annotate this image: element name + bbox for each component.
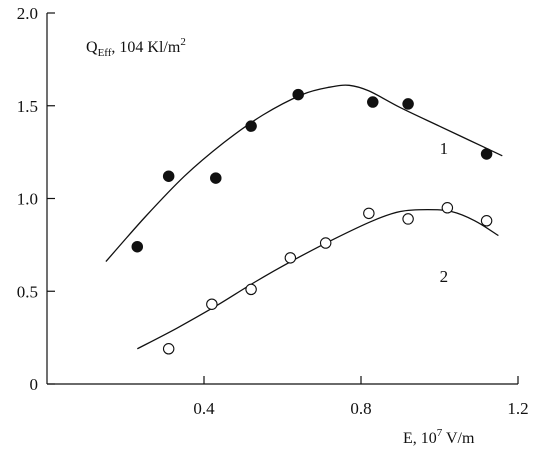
y-axis-label: QEff, 104 Kl/m2 <box>86 36 186 59</box>
y-tick-label: 0.5 <box>17 282 38 301</box>
data-point-series-2 <box>363 207 375 220</box>
data-point-series-2 <box>245 283 257 296</box>
data-point-series-2 <box>402 213 414 225</box>
data-point-series-1 <box>480 148 493 160</box>
y-tick-label: 1.0 <box>17 190 38 209</box>
data-point-series-2 <box>284 252 297 264</box>
data-point-series-1 <box>210 172 222 184</box>
data-point-series-2 <box>206 298 218 310</box>
x-tick-label: 1.2 <box>507 399 528 418</box>
data-point-series-2 <box>319 237 332 249</box>
x-tick-label: 0.4 <box>193 399 215 418</box>
data-point-series-1 <box>292 88 304 101</box>
data-point-series-1 <box>131 240 144 253</box>
axes: 0 0.5 1.0 1.5 2.0 0.4 0.8 1.2 <box>17 4 529 418</box>
fit-curve-1 <box>105 84 503 263</box>
y-tick-label: 0 <box>30 375 39 394</box>
y-tick-label: 2.0 <box>17 4 38 23</box>
data-point-series-1 <box>402 98 414 110</box>
data-point-series-2 <box>162 343 175 355</box>
data-point-series-1 <box>162 170 175 182</box>
series-label-1: 1 <box>440 139 449 158</box>
y-tick-label: 1.5 <box>17 97 38 116</box>
data-point-series-1 <box>367 96 379 108</box>
labels: QEff, 104 Kl/m2 E, 107 V/m 1 2 <box>86 36 475 447</box>
fit-curves <box>105 84 503 350</box>
data-markers <box>131 88 493 355</box>
series-label-2: 2 <box>440 267 449 286</box>
data-point-series-2 <box>441 202 454 214</box>
data-point-series-1 <box>245 120 257 132</box>
data-point-series-2 <box>480 215 493 227</box>
x-tick-label: 0.8 <box>350 399 371 418</box>
x-axis-label: E, 107 V/m <box>403 427 475 447</box>
